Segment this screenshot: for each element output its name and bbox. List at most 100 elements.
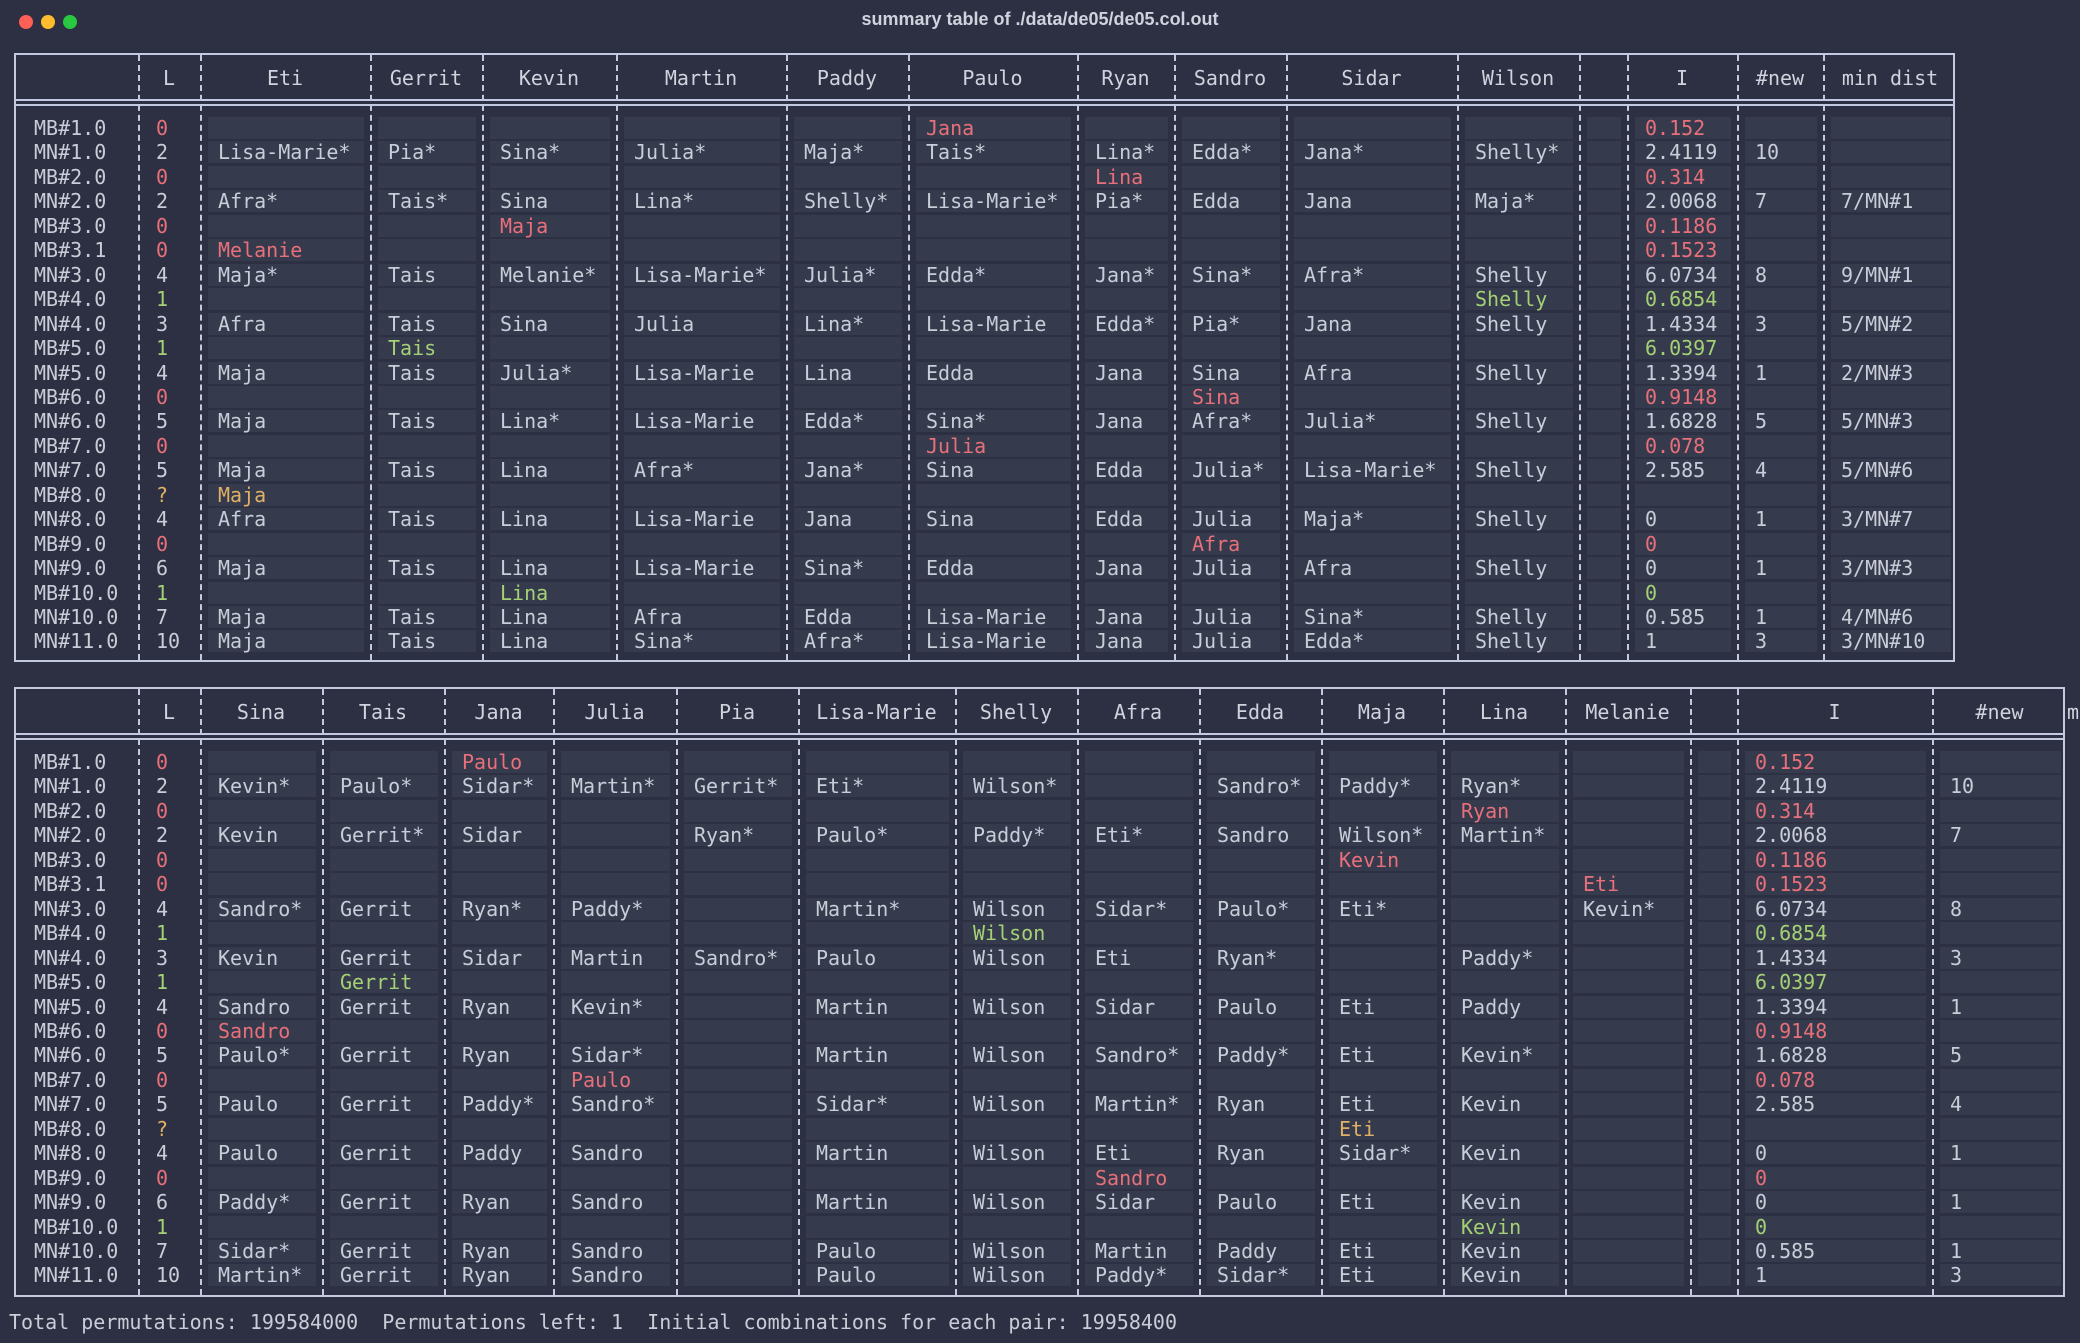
cell-background: [561, 897, 670, 920]
table-cell: 0: [1755, 1165, 1768, 1190]
cell-background: [1573, 1044, 1684, 1067]
cell-background: [330, 922, 438, 945]
table-cell: [816, 848, 955, 872]
cell-background: [1940, 848, 2061, 871]
cell-background: [490, 385, 610, 408]
cell-background: [561, 1240, 670, 1262]
cell-background: [490, 165, 610, 188]
lights-count: 4: [156, 262, 169, 287]
table-cell: [1192, 238, 1286, 262]
table-row: MN#2.0 2 Kevin Gerrit* Sidar Ryan* Paulo* Paddy…: [16, 823, 2063, 847]
table-cell: [973, 1068, 1077, 1092]
table-cell: Eti: [1339, 1092, 1376, 1117]
column-divider: [370, 55, 372, 660]
table-cell: 5: [1755, 409, 1768, 434]
table-cell: [462, 970, 553, 994]
table-cell: [1708, 1166, 1737, 1190]
column-header: [1690, 689, 1737, 735]
table-cell: 3: [1950, 945, 1963, 970]
table-cell: Ryan: [1461, 798, 1510, 823]
table-cell: [816, 1019, 955, 1043]
table-cell: Afra: [1192, 531, 1241, 556]
table-cell: [816, 1215, 955, 1239]
cell-background: [1182, 190, 1280, 213]
table-cell: Sidar*: [1217, 1263, 1290, 1288]
maximize-window-button[interactable]: [63, 15, 77, 29]
table-cell: [1304, 532, 1457, 556]
lights-count: 4: [156, 507, 169, 532]
row-label: MN#6.0: [34, 1043, 107, 1068]
cell-background: [1451, 848, 1559, 871]
cell-background: [1207, 995, 1315, 1018]
table-cell: 10: [1950, 774, 1975, 799]
cell-background: [963, 1142, 1071, 1165]
lights-count: 5: [156, 1092, 169, 1117]
row-label: MB#3.0: [34, 847, 107, 872]
column-divider: [200, 689, 202, 1295]
cell-background: [1635, 263, 1731, 286]
cell-background: [916, 385, 1071, 408]
table-cell: Gerrit*: [694, 774, 779, 799]
table-cell: [1597, 409, 1627, 433]
cell-background: [1329, 1142, 1437, 1165]
cell-background: [1294, 141, 1451, 164]
table-cell: [694, 1019, 798, 1043]
cell-background: [1698, 799, 1731, 822]
column-header: Paulo: [962, 66, 1023, 90]
cell-background: [1207, 1142, 1315, 1165]
cell-background: [1465, 434, 1573, 457]
table-cell: [804, 214, 908, 238]
table-cell: 8: [1950, 896, 1963, 921]
table-cell: Gerrit: [340, 1043, 413, 1068]
table-cell: [1095, 434, 1174, 458]
column-header: Paddy: [816, 66, 878, 90]
cell-background: [684, 1240, 792, 1262]
cell-background: [1587, 190, 1621, 213]
table-cell: [218, 336, 370, 360]
cell-background: [1207, 799, 1315, 822]
table-cell: 4/MN#6: [1841, 605, 1914, 629]
cell-background: [330, 1264, 438, 1287]
table-cell: Jana*: [804, 458, 865, 483]
cell-background: [794, 410, 902, 433]
lights-count: 1: [156, 921, 169, 946]
cell-background: [624, 557, 780, 580]
cell-background: [1635, 361, 1731, 384]
table-cell: [1708, 750, 1737, 774]
table-cell: [1597, 483, 1627, 507]
table-cell: [973, 872, 1077, 896]
cell-background: [1451, 1117, 1559, 1140]
cell-background: [452, 1240, 547, 1262]
cell-background: [1831, 190, 1951, 213]
table-cell: [1095, 532, 1174, 556]
cell-background: [794, 141, 902, 164]
cell-background: [208, 1215, 316, 1238]
table-cell: [1461, 872, 1565, 896]
cell-background: [1587, 459, 1621, 482]
row-label: MB#3.1: [34, 238, 107, 263]
table-cell: [1095, 116, 1174, 140]
table-cell: [1583, 848, 1690, 872]
cell-background: [1294, 117, 1451, 139]
cell-background: [1635, 239, 1731, 262]
close-window-button[interactable]: [19, 15, 33, 29]
cell-background: [806, 1166, 949, 1189]
cell-background: [490, 483, 610, 506]
cell-background: [806, 1068, 949, 1091]
cell-background: [1329, 1117, 1437, 1140]
minimize-window-button[interactable]: [41, 15, 55, 29]
cell-background: [1182, 606, 1280, 628]
cell-background: [490, 532, 610, 555]
table-cell: [1597, 238, 1627, 262]
lights-count: ?: [156, 482, 169, 507]
lights-count: 6: [156, 1190, 169, 1215]
table-cell: Martin*: [816, 896, 901, 921]
cell-background: [1182, 410, 1280, 433]
cell-background: [624, 288, 780, 311]
table-cell: [926, 238, 1077, 262]
table-cell: [1583, 970, 1690, 994]
table-cell: Lisa-Marie*: [926, 189, 1059, 214]
table-cell: [1461, 970, 1565, 994]
table-cell: Lina: [500, 507, 549, 532]
header-separator: [16, 733, 2063, 735]
